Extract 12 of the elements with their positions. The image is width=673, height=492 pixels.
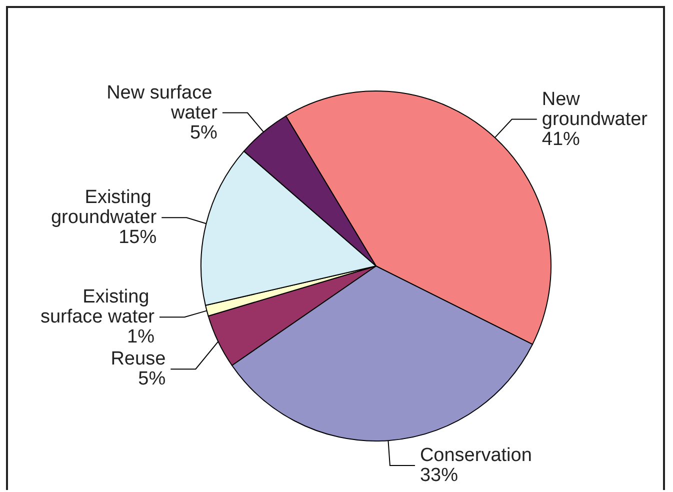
- slice-label: Existing groundwater: [50, 187, 158, 228]
- slice-label: New groundwater: [542, 88, 648, 130]
- slice-label: New surface water: [106, 82, 218, 124]
- slice-label: Existing surface water: [40, 286, 156, 328]
- data-label: 15%: [118, 227, 157, 248]
- slice-label: Reuse: [110, 348, 166, 370]
- data-label: 33%: [420, 465, 458, 486]
- data-label: 5%: [190, 122, 218, 144]
- slice-label: Conservation: [420, 445, 532, 466]
- data-label: 1%: [127, 326, 155, 348]
- data-label: 41%: [542, 128, 580, 150]
- data-label: 5%: [138, 368, 166, 390]
